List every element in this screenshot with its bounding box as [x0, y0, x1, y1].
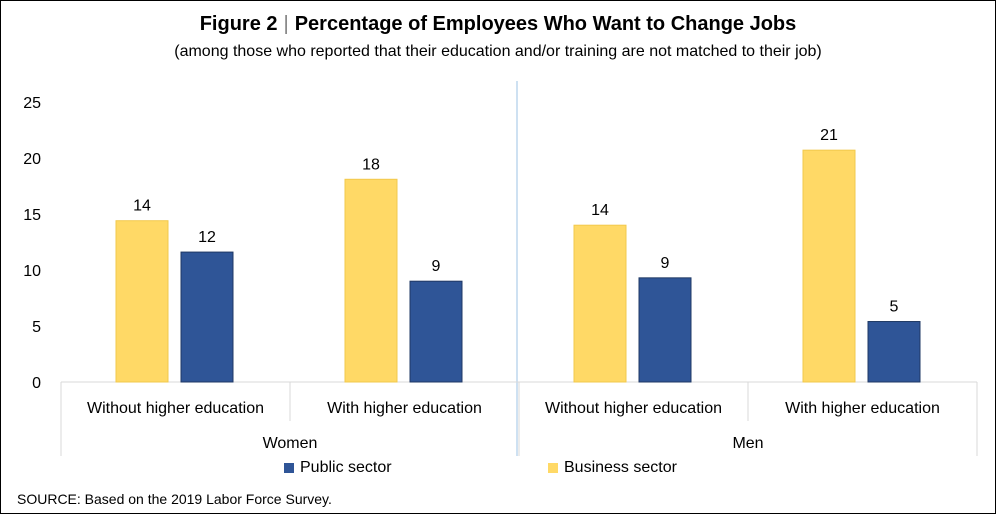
title-separator: | — [283, 13, 289, 35]
category-label: Without higher education — [545, 400, 722, 417]
chart-subtitle: (among those who reported that their edu… — [174, 43, 822, 60]
figure-label: Figure 2 — [199, 13, 278, 35]
data-label: 9 — [661, 255, 670, 272]
legend-item-public: Public sector — [284, 459, 392, 477]
y-tick-label: 20 — [23, 151, 41, 168]
y-tick-label: 0 — [32, 375, 41, 392]
legend: Public sector Business sector — [1, 459, 995, 481]
group-label: Women — [263, 435, 318, 452]
data-label: 12 — [198, 229, 216, 246]
legend-swatch-business — [548, 463, 558, 473]
data-label: 21 — [820, 127, 838, 144]
source-note: SOURCE: Based on the 2019 Labor Force Su… — [17, 491, 332, 507]
bar-public-sector — [638, 277, 692, 383]
y-tick-label: 25 — [23, 95, 41, 112]
group-label: Men — [732, 435, 763, 452]
category-label: With higher education — [785, 400, 940, 417]
data-label: 14 — [591, 202, 609, 219]
chart-title: Figure 2 | Percentage of Employees Who Wan… — [1, 13, 995, 36]
data-label: 14 — [133, 198, 151, 215]
figure-title: Percentage of Employees Who Want to Chan… — [294, 13, 797, 35]
legend-label-public: Public sector — [300, 459, 392, 476]
bar-business-sector — [344, 178, 398, 383]
bar-public-sector — [409, 280, 463, 383]
bar-public-sector — [867, 321, 921, 383]
y-tick-label: 5 — [32, 319, 41, 336]
bar-public-sector — [180, 251, 234, 383]
data-label: 5 — [890, 299, 899, 316]
y-tick-label: 15 — [23, 207, 41, 224]
legend-label-business: Business sector — [564, 459, 677, 476]
legend-swatch-public — [284, 463, 294, 473]
bar-business-sector — [802, 149, 856, 383]
category-label: Without higher education — [87, 400, 264, 417]
data-label: 9 — [432, 258, 441, 275]
data-label: 18 — [362, 156, 380, 173]
category-label: With higher education — [327, 400, 482, 417]
legend-item-business: Business sector — [548, 459, 677, 477]
bar-business-sector — [573, 224, 627, 383]
y-tick-label: 10 — [23, 263, 41, 280]
bar-business-sector — [115, 220, 169, 383]
